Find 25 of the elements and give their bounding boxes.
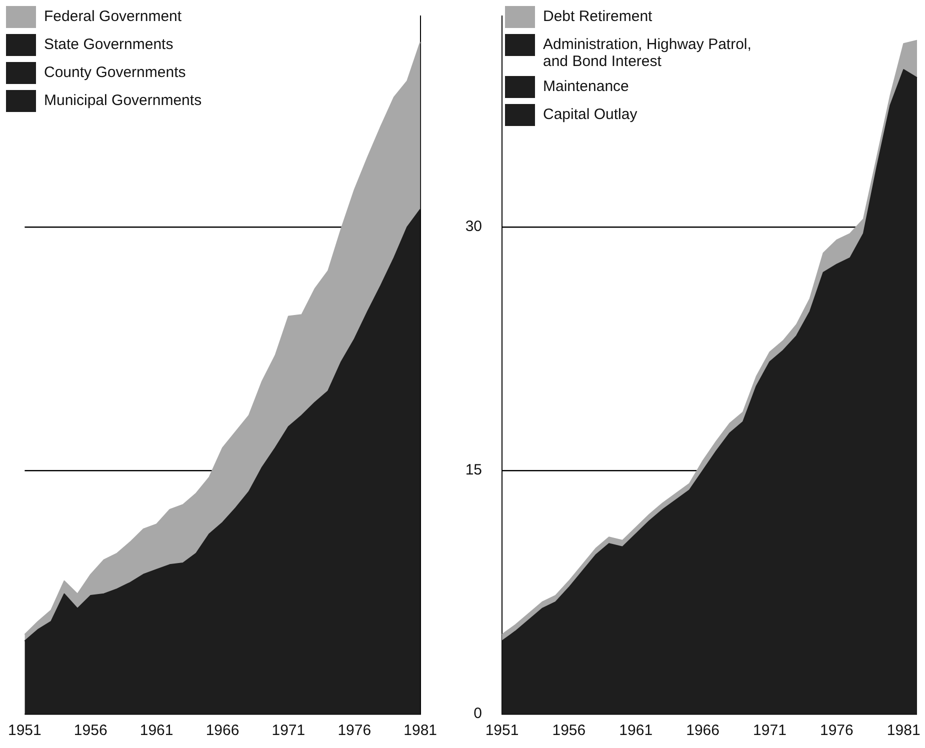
legend-label: County Governments [44, 63, 186, 81]
y-tick-label: 30 [465, 218, 482, 236]
y-tick-label: 0 [474, 705, 482, 722]
legend-label: Municipal Governments [44, 91, 202, 109]
legend-label: Debt Retirement [543, 7, 652, 25]
legend-label: Administration, Highway Patrol, and Bond Interest [543, 35, 752, 70]
x-tick-label: 1956 [74, 722, 108, 740]
x-tick-label: 1966 [686, 722, 720, 740]
x-tick-label: 1981 [404, 722, 438, 740]
x-tick-label: 1981 [886, 722, 920, 740]
x-tick-label: 1956 [552, 722, 586, 740]
y-tick-label: 15 [465, 462, 482, 479]
legend-label: State Governments [44, 35, 174, 53]
x-tick-label: 1971 [272, 722, 306, 740]
x-tick-label: 1976 [820, 722, 854, 740]
x-tick-label: 1966 [206, 722, 240, 740]
x-tick-label: 1951 [485, 722, 519, 740]
x-tick-label: 1961 [619, 722, 653, 740]
x-tick-label: 1971 [753, 722, 786, 740]
x-tick-label: 1961 [140, 722, 174, 740]
legend-label: Maintenance [543, 77, 629, 95]
x-tick-label: 1951 [8, 722, 42, 740]
x-tick-label: 1976 [338, 722, 372, 740]
legend-label: Capital Outlay [543, 105, 638, 123]
legend-label: Federal Government [44, 7, 182, 25]
